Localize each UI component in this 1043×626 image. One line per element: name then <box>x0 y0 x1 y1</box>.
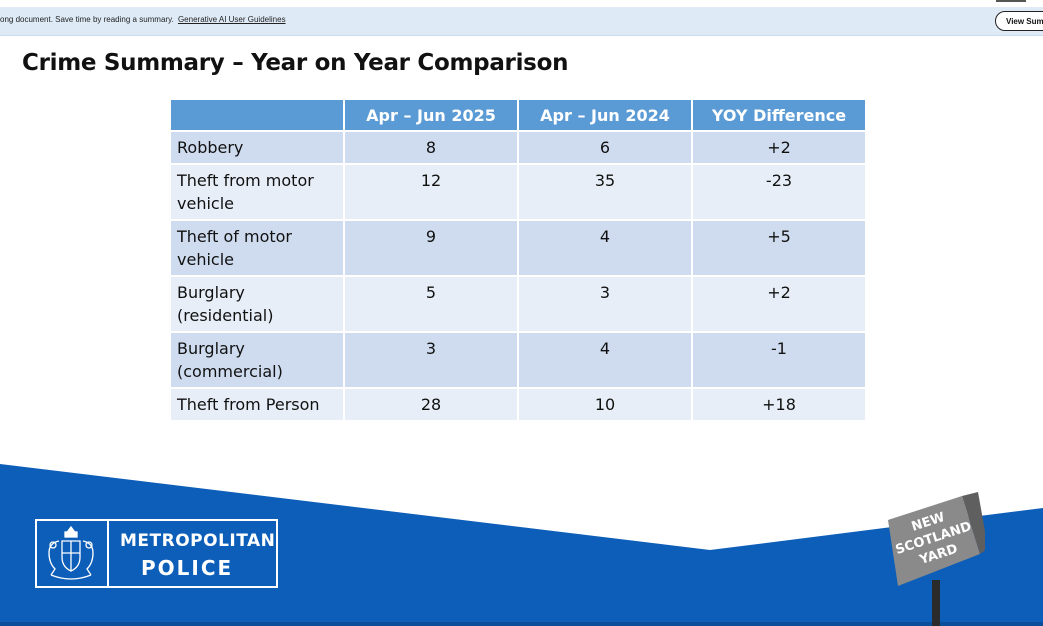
row-diff: +5 <box>691 219 867 277</box>
table-row: Theft of motor vehicle 9 4 +5 <box>169 219 867 277</box>
row-2024: 10 <box>517 387 693 422</box>
top-edge-line <box>996 0 1026 2</box>
row-2024: 6 <box>517 130 693 165</box>
table-row: Robbery 8 6 +2 <box>169 130 867 165</box>
banner-text: ong document. Save time by reading a sum… <box>0 15 174 24</box>
row-category: Burglary (residential) <box>169 275 345 333</box>
row-category: Theft of motor vehicle <box>169 219 345 277</box>
row-2025: 12 <box>343 163 519 221</box>
row-diff: +18 <box>691 387 867 422</box>
row-2024: 4 <box>517 331 693 389</box>
row-diff: +2 <box>691 130 867 165</box>
header-2025: Apr – Jun 2025 <box>343 98 519 132</box>
row-2024: 4 <box>517 219 693 277</box>
row-diff: -23 <box>691 163 867 221</box>
crime-summary-table: Apr – Jun 2025 Apr – Jun 2024 YOY Differ… <box>169 98 867 422</box>
row-2025: 28 <box>343 387 519 422</box>
row-diff: -1 <box>691 331 867 389</box>
row-category: Robbery <box>169 130 345 165</box>
logo-police: POLICE <box>141 556 234 580</box>
footer-wave <box>0 464 1043 626</box>
header-category <box>169 98 345 132</box>
summary-banner: ong document. Save time by reading a sum… <box>0 7 1043 36</box>
table-row: Theft from Person 28 10 +18 <box>169 387 867 422</box>
new-scotland-yard-sign: NEW SCOTLAND YARD <box>888 492 985 626</box>
table-row: Burglary (commercial) 3 4 -1 <box>169 331 867 389</box>
table-row: Burglary (residential) 5 3 +2 <box>169 275 867 333</box>
header-yoy: YOY Difference <box>691 98 867 132</box>
crest-icon <box>37 521 109 586</box>
slide-title: Crime Summary – Year on Year Comparison <box>22 50 569 76</box>
footer-blue-band <box>0 464 1043 626</box>
row-diff: +2 <box>691 275 867 333</box>
header-2024: Apr – Jun 2024 <box>517 98 693 132</box>
met-police-logo: METROPOLITAN POLICE <box>35 519 278 588</box>
footer-bottom-line <box>0 622 1043 626</box>
ai-guidelines-link[interactable]: Generative AI User Guidelines <box>177 15 286 24</box>
sign-front-face <box>888 496 980 586</box>
row-2024: 35 <box>517 163 693 221</box>
banner-message: ong document. Save time by reading a sum… <box>0 15 286 24</box>
sign-side-face <box>962 492 985 554</box>
row-category: Theft from Person <box>169 387 345 422</box>
logo-metropolitan: METROPOLITAN <box>120 531 276 551</box>
row-2025: 3 <box>343 331 519 389</box>
row-2025: 9 <box>343 219 519 277</box>
row-category: Theft from motor vehicle <box>169 163 345 221</box>
row-2024: 3 <box>517 275 693 333</box>
row-category: Burglary (commercial) <box>169 331 345 389</box>
table-row: Theft from motor vehicle 12 35 -23 <box>169 163 867 221</box>
row-2025: 5 <box>343 275 519 333</box>
sign-post <box>932 580 940 626</box>
table-header-row: Apr – Jun 2025 Apr – Jun 2024 YOY Differ… <box>169 98 867 132</box>
row-2025: 8 <box>343 130 519 165</box>
view-summary-button[interactable]: View Summary <box>995 11 1043 31</box>
